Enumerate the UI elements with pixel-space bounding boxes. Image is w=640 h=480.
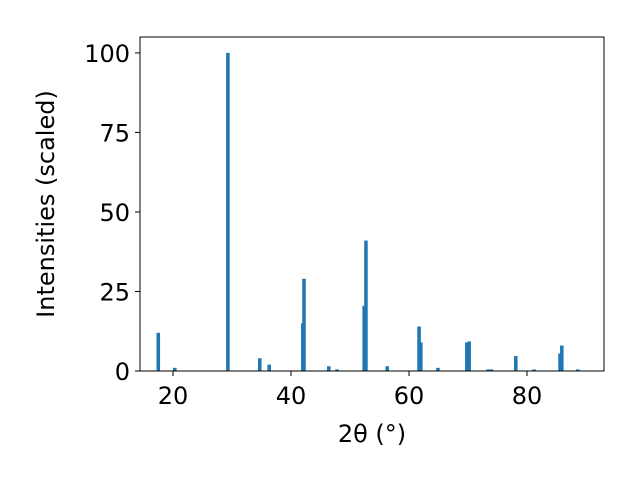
y-tick-label: 25 [99, 278, 130, 306]
y-tick-label: 100 [84, 40, 130, 68]
bar [465, 342, 469, 371]
bar [327, 366, 331, 371]
bar [419, 342, 423, 371]
bar [267, 364, 271, 371]
bar [532, 369, 536, 371]
plot-frame [139, 36, 605, 372]
bar [575, 369, 580, 371]
bar [560, 345, 564, 371]
bar [257, 358, 262, 371]
bar [467, 341, 471, 371]
x-tick-label: 40 [276, 382, 307, 410]
y-tick-label: 50 [99, 199, 130, 227]
x-tick-label: 80 [512, 382, 543, 410]
y-axis-label: Intensities (scaled) [32, 90, 60, 318]
x-tick-label: 20 [158, 382, 189, 410]
y-tick-label: 75 [99, 119, 130, 147]
bar [364, 240, 368, 371]
bar [436, 367, 440, 371]
bar [489, 369, 494, 371]
bar [156, 332, 161, 371]
bar [173, 367, 177, 371]
bar [486, 369, 490, 371]
x-tick-label: 60 [394, 382, 425, 410]
bar [226, 52, 230, 372]
bar [385, 366, 389, 371]
bar [302, 278, 306, 371]
bar [335, 369, 339, 371]
y-tick-label: 0 [115, 358, 130, 386]
bar [514, 356, 518, 371]
x-axis-label: 2θ (°) [338, 420, 406, 448]
